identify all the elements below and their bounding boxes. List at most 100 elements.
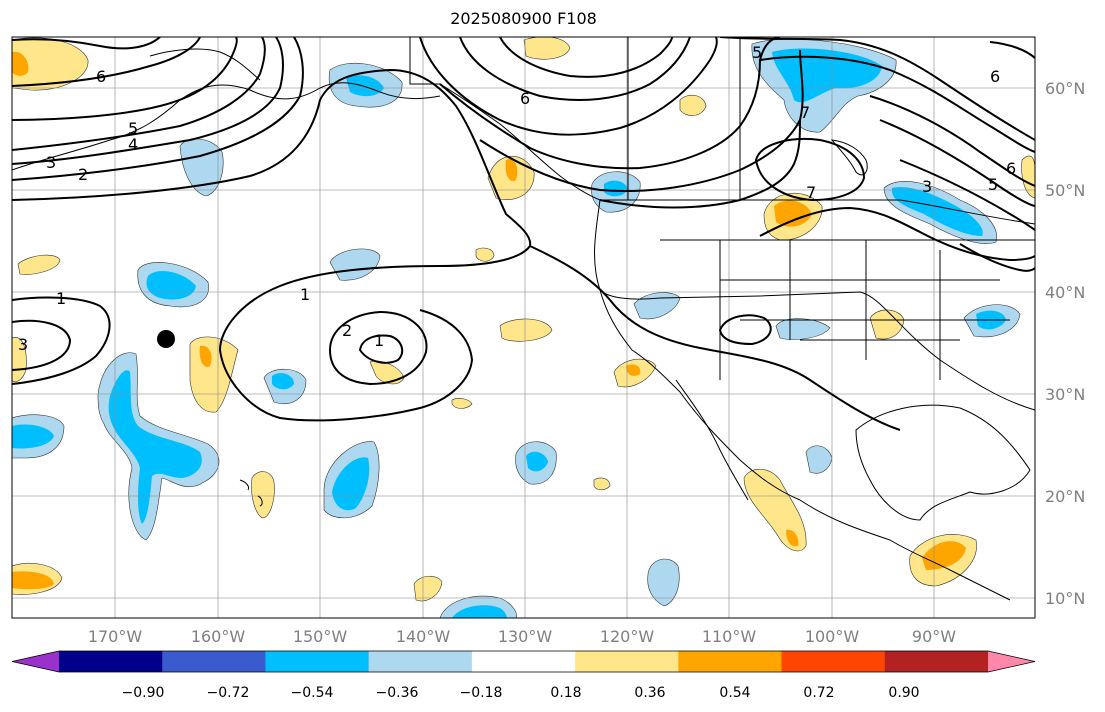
latitude-axis: 60°N 50°N 40°N 30°N 20°N 10°N bbox=[1045, 79, 1085, 608]
colorbar-segment bbox=[884, 651, 989, 672]
warm-anomaly bbox=[475, 247, 495, 262]
contour-label: 3 bbox=[922, 177, 932, 196]
colorbar-ticks: −0.90 −0.72 −0.54 −0.36 −0.18 0.18 0.36 … bbox=[122, 685, 920, 701]
colorbar-segment bbox=[59, 651, 163, 672]
colorbar-segment bbox=[575, 651, 679, 672]
contour-label: 6 bbox=[1006, 159, 1016, 178]
warm-anomaly bbox=[679, 94, 707, 116]
warm-anomaly bbox=[199, 345, 212, 367]
warm-anomaly bbox=[523, 37, 571, 60]
colorbar-outline bbox=[11, 650, 1036, 673]
colorbar-tick-label: −0.18 bbox=[460, 685, 503, 701]
warm-anomaly bbox=[869, 309, 905, 340]
contour-label: 1 bbox=[300, 285, 310, 304]
contour-label: 2 bbox=[342, 321, 352, 340]
warm-anomaly bbox=[12, 37, 89, 91]
colorbar-tick-label: 0.36 bbox=[634, 685, 665, 701]
colorbar-segment bbox=[471, 651, 576, 672]
contour-label: 2 bbox=[78, 165, 88, 184]
colorbar-tick-label: 0.72 bbox=[803, 685, 834, 701]
longitude-label: 100°W bbox=[805, 627, 860, 646]
latitude-label: 60°N bbox=[1045, 79, 1085, 98]
warm-anomaly bbox=[17, 254, 61, 275]
warm-anomaly bbox=[12, 51, 29, 76]
cool-anomaly bbox=[272, 373, 294, 390]
latitude-label: 40°N bbox=[1045, 283, 1085, 302]
latitude-label: 20°N bbox=[1045, 487, 1085, 506]
cool-anomaly bbox=[647, 558, 680, 607]
colorbar-tick-label: −0.36 bbox=[376, 685, 419, 701]
location-marker bbox=[157, 330, 175, 348]
warm-anomaly bbox=[499, 318, 553, 342]
colorbar-segment bbox=[368, 651, 473, 672]
warm-anomaly bbox=[369, 360, 405, 385]
colorbar-extend-high bbox=[988, 651, 1035, 672]
longitude-label: 90°W bbox=[912, 627, 956, 646]
contour-label: 7 bbox=[806, 183, 816, 202]
colorbar-extend-low bbox=[12, 651, 59, 672]
warm-anomaly bbox=[505, 159, 518, 182]
warm-anomaly bbox=[451, 398, 473, 409]
longitude-label: 130°W bbox=[498, 627, 553, 646]
warm-anomaly bbox=[189, 336, 239, 413]
longitude-axis: 170°W 160°W 150°W 140°W 130°W 120°W 110°… bbox=[88, 627, 956, 646]
cool-anomaly bbox=[604, 180, 628, 197]
coastlines bbox=[12, 37, 1035, 601]
warm-anomaly bbox=[786, 529, 799, 547]
warm-anomaly bbox=[922, 541, 966, 570]
contour-label: 1 bbox=[56, 289, 66, 308]
latitude-label: 50°N bbox=[1045, 181, 1085, 200]
contour-label: 4 bbox=[128, 135, 138, 154]
warm-anomaly bbox=[774, 200, 812, 227]
colorbar-segment bbox=[162, 651, 266, 672]
contour-label: 3 bbox=[46, 153, 56, 172]
cool-anomaly bbox=[891, 187, 983, 236]
cool-anomaly bbox=[329, 248, 381, 281]
colorbar-segment bbox=[781, 651, 886, 672]
cool-anomaly bbox=[633, 292, 681, 320]
contour-label: 6 bbox=[96, 67, 106, 86]
longitude-label: 160°W bbox=[191, 627, 246, 646]
cool-anomaly bbox=[346, 75, 384, 97]
contour-label: 3 bbox=[18, 335, 28, 354]
colorbar-tick-label: 0.90 bbox=[888, 685, 919, 701]
colorbar-segment bbox=[265, 651, 370, 672]
latitude-label: 10°N bbox=[1045, 589, 1085, 608]
graticule bbox=[12, 37, 1035, 618]
cool-anomaly bbox=[452, 605, 507, 618]
colorbar-tick-label: 0.18 bbox=[550, 685, 581, 701]
colorbar-tick-label: −0.54 bbox=[291, 685, 334, 701]
contour-label: 6 bbox=[520, 89, 530, 108]
cool-anomaly bbox=[12, 424, 54, 449]
contour-label: 7 bbox=[800, 103, 810, 122]
contour-label: 1 bbox=[374, 331, 384, 350]
map-title: 2025080900 F108 bbox=[450, 9, 597, 28]
longitude-label: 170°W bbox=[88, 627, 143, 646]
contour-label: 5 bbox=[988, 175, 998, 194]
longitude-label: 140°W bbox=[396, 627, 451, 646]
cool-anomaly bbox=[526, 451, 548, 472]
warm-anomaly bbox=[626, 364, 641, 376]
cool-anomaly bbox=[332, 457, 370, 511]
longitude-label: 110°W bbox=[702, 627, 757, 646]
colorbar-tick-label: 0.54 bbox=[719, 685, 750, 701]
cool-anomaly bbox=[805, 445, 833, 474]
warm-anomaly bbox=[593, 477, 611, 491]
colorbar-tick-label: −0.90 bbox=[122, 685, 165, 701]
warm-anomaly bbox=[251, 471, 275, 519]
warm-anomaly bbox=[1021, 155, 1035, 199]
anomaly-fills bbox=[12, 37, 1035, 618]
contour-lines bbox=[12, 37, 1035, 431]
map-frame bbox=[11, 36, 1036, 619]
contour-label: 5 bbox=[128, 119, 138, 138]
longitude-label: 120°W bbox=[600, 627, 655, 646]
cool-anomaly bbox=[775, 318, 831, 340]
contour-label: 5 bbox=[752, 43, 762, 62]
longitude-label: 150°W bbox=[293, 627, 348, 646]
warm-anomaly bbox=[12, 571, 54, 590]
colorbar bbox=[11, 650, 1036, 673]
contour-label-group: 6 5 4 3 2 1 3 2 1 6 6 5 7 7 3 5 6 1 bbox=[18, 43, 1016, 354]
warm-anomaly bbox=[413, 575, 443, 602]
latitude-label: 30°N bbox=[1045, 385, 1085, 404]
